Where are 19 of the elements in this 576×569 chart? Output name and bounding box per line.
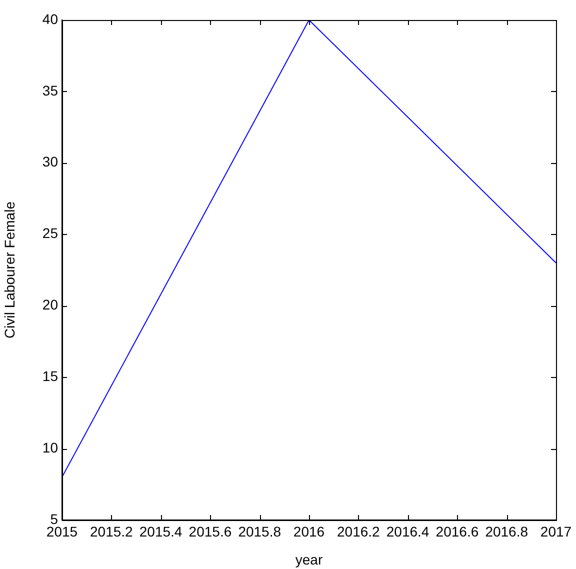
x-tick-label: 2016: [293, 523, 325, 540]
x-tick-label: 2016.6: [436, 523, 479, 540]
y-axis-title: Civil Labourer Female: [1, 201, 18, 338]
x-tick-label: 2015.2: [90, 523, 134, 540]
x-tick-label: 2015.4: [139, 523, 182, 540]
y-tick-label: 30: [42, 154, 58, 170]
y-tick-label: 40: [42, 10, 58, 27]
y-tick-label: 20: [42, 296, 58, 313]
x-tick-label: 2017: [540, 523, 572, 540]
y-tick-label: 15: [42, 368, 58, 384]
x-tick-label: 2015.6: [188, 523, 232, 540]
x-tick-label: 2016.2: [336, 523, 380, 540]
x-axis-title: year: [295, 551, 323, 568]
y-tick-label: 10: [42, 439, 58, 456]
y-tick-label: 25: [42, 225, 58, 242]
x-tick-label: 2016.4: [386, 523, 430, 540]
x-tick-label: 2015.8: [238, 523, 282, 540]
x-tick-label: 2016.8: [485, 523, 528, 540]
y-tick-label: 35: [42, 82, 58, 98]
